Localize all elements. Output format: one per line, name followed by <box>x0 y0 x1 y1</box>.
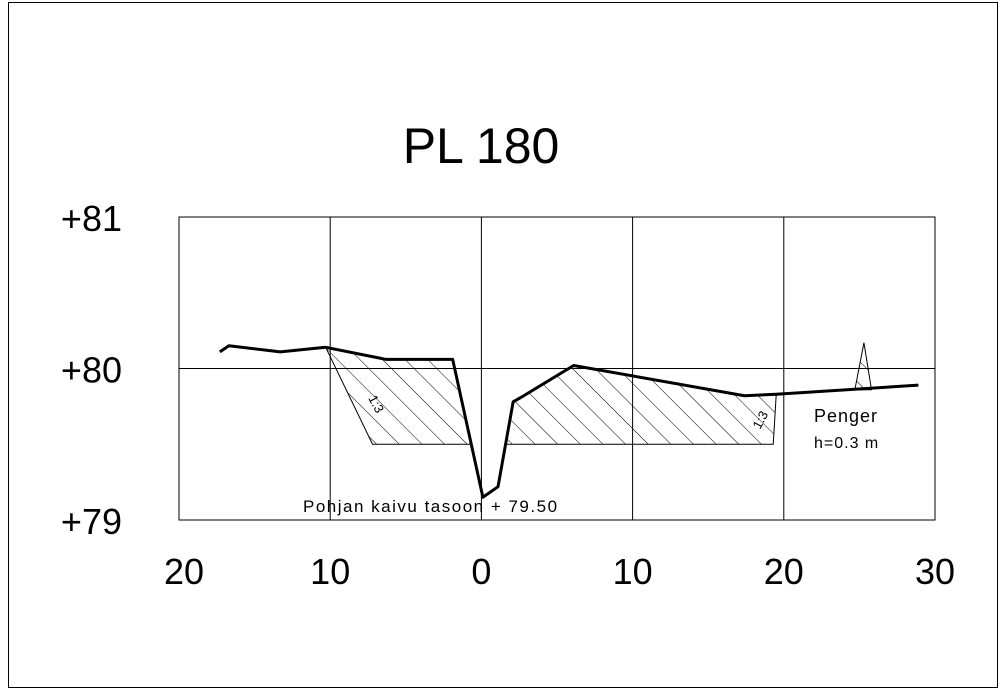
excavation-left <box>324 346 472 445</box>
excavation-hatching <box>324 342 873 445</box>
penger-label: Penger <box>814 406 878 426</box>
x-tick-label: 0 <box>471 551 491 592</box>
x-tick-label: 10 <box>310 551 350 592</box>
x-tick-label: 10 <box>613 551 653 592</box>
y-tick-label: +81 <box>61 198 122 239</box>
y-tick-label: +80 <box>61 350 122 391</box>
embankment-penger <box>854 342 873 391</box>
penger-height-label: h=0.3 m <box>814 435 879 452</box>
ground-profile <box>218 344 919 499</box>
x-tick-label: 20 <box>164 551 204 592</box>
x-tick-label: 30 <box>915 551 955 592</box>
x-axis-labels: 20 10 0 10 20 30 <box>164 551 955 592</box>
slope-label-right: 1:3 <box>749 408 771 431</box>
y-axis-labels: +81 +80 +79 <box>61 198 122 542</box>
y-tick-label: +79 <box>61 501 122 542</box>
section-title: PL 180 <box>403 118 560 174</box>
slope-label-left: 1:3 <box>365 392 387 415</box>
bottom-level-note: Pohjan kaivu tasoon + 79.50 <box>303 497 559 516</box>
ground-line <box>218 344 919 499</box>
grid <box>178 216 936 521</box>
drawing-frame <box>8 2 998 688</box>
x-tick-label: 20 <box>764 551 804 592</box>
